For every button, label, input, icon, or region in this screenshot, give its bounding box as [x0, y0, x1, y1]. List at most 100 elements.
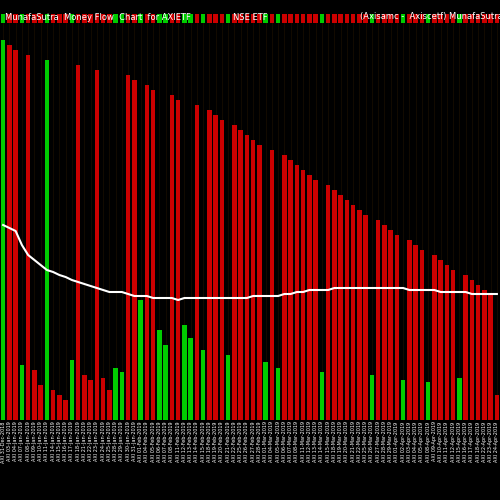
Bar — [420, 14, 424, 22]
Bar — [188, 14, 193, 22]
Bar — [370, 375, 374, 420]
Bar — [88, 14, 93, 22]
Bar — [494, 14, 499, 22]
Bar — [407, 240, 412, 420]
Bar — [220, 14, 224, 22]
Bar — [414, 14, 418, 22]
Bar — [420, 250, 424, 420]
Bar — [220, 120, 224, 420]
Bar — [38, 14, 43, 22]
Bar — [407, 14, 412, 22]
Bar — [182, 325, 186, 420]
Bar — [26, 14, 30, 22]
Bar — [238, 130, 243, 420]
Bar — [157, 14, 162, 22]
Bar — [444, 265, 449, 420]
Bar — [238, 14, 243, 22]
Bar — [64, 14, 68, 22]
Text: MunafaSutra  Money Flow  Chart  for AXIETF: MunafaSutra Money Flow Chart for AXIETF — [5, 12, 191, 22]
Bar — [114, 368, 118, 420]
Bar — [288, 160, 293, 420]
Bar — [120, 372, 124, 420]
Bar — [338, 195, 343, 420]
Bar — [144, 14, 149, 22]
Bar — [307, 175, 312, 420]
Bar — [394, 14, 399, 22]
Bar — [476, 285, 480, 420]
Bar — [438, 260, 443, 420]
Bar — [82, 14, 86, 22]
Bar — [7, 45, 12, 420]
Bar — [201, 14, 205, 22]
Bar — [76, 14, 80, 22]
Bar — [70, 360, 74, 420]
Bar — [164, 345, 168, 420]
Bar — [270, 14, 274, 22]
Bar — [388, 14, 393, 22]
Bar — [451, 270, 456, 420]
Bar — [1, 40, 6, 420]
Bar — [170, 14, 174, 22]
Bar — [20, 365, 24, 420]
Bar — [332, 14, 336, 22]
Bar — [401, 380, 406, 420]
Bar — [482, 290, 486, 420]
Bar — [494, 395, 499, 420]
Bar — [94, 70, 99, 420]
Bar — [226, 14, 230, 22]
Bar — [14, 50, 18, 420]
Bar — [370, 14, 374, 22]
Bar — [376, 220, 380, 420]
Bar — [57, 395, 62, 420]
Bar — [464, 275, 468, 420]
Bar — [64, 400, 68, 420]
Bar — [476, 14, 480, 22]
Bar — [257, 145, 262, 420]
Bar — [470, 280, 474, 420]
Bar — [264, 362, 268, 420]
Bar — [364, 215, 368, 420]
Bar — [194, 14, 199, 22]
Bar — [32, 14, 36, 22]
Bar — [264, 14, 268, 22]
Bar — [451, 14, 456, 22]
Bar — [51, 390, 56, 420]
Bar — [107, 14, 112, 22]
Bar — [338, 14, 343, 22]
Text: (Axisamc -  Axiscetf) MunafaSutra: (Axisamc - Axiscetf) MunafaSutra — [360, 12, 500, 22]
Bar — [488, 295, 493, 420]
Bar — [14, 14, 18, 22]
Bar — [282, 155, 286, 420]
Bar — [26, 55, 30, 420]
Bar — [288, 14, 293, 22]
Bar — [320, 372, 324, 420]
Bar — [344, 200, 349, 420]
Bar — [332, 190, 336, 420]
Bar — [320, 14, 324, 22]
Bar — [126, 14, 130, 22]
Bar — [426, 382, 430, 420]
Bar — [144, 85, 149, 420]
Bar — [357, 14, 362, 22]
Bar — [182, 14, 186, 22]
Bar — [470, 14, 474, 22]
Bar — [151, 14, 156, 22]
Bar — [482, 14, 486, 22]
Bar — [232, 125, 236, 420]
Bar — [244, 135, 249, 420]
Bar — [32, 370, 36, 420]
Bar — [188, 338, 193, 420]
Bar — [464, 14, 468, 22]
Bar — [301, 14, 306, 22]
Bar — [214, 14, 218, 22]
Bar — [94, 14, 99, 22]
Bar — [132, 14, 136, 22]
Bar — [270, 150, 274, 420]
Bar — [438, 14, 443, 22]
Bar — [326, 14, 330, 22]
Bar — [214, 115, 218, 420]
Bar — [44, 60, 49, 420]
Bar — [488, 14, 493, 22]
Bar — [38, 385, 43, 420]
Bar — [76, 65, 80, 420]
